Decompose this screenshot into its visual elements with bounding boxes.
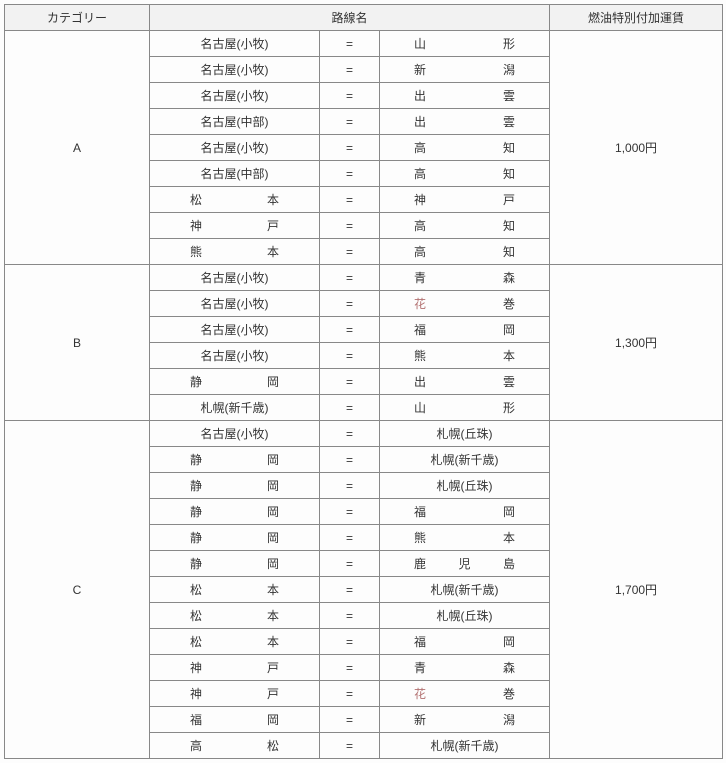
header-fare: 燃油特別付加運賃	[550, 5, 723, 31]
route-from: 名古屋(小牧)	[150, 57, 320, 83]
fare-cell: 1,000円	[550, 31, 723, 265]
route-separator: =	[320, 525, 380, 551]
route-to: 青森	[380, 655, 550, 681]
route-separator: =	[320, 31, 380, 57]
route-from: 熊本	[150, 239, 320, 265]
route-to: 札幌(丘珠)	[380, 603, 550, 629]
table-row: C名古屋(小牧)=札幌(丘珠)1,700円	[5, 421, 723, 447]
route-from: 名古屋(小牧)	[150, 83, 320, 109]
route-separator: =	[320, 733, 380, 759]
route-separator: =	[320, 57, 380, 83]
route-to: 青森	[380, 265, 550, 291]
route-separator: =	[320, 629, 380, 655]
route-from: 静岡	[150, 525, 320, 551]
route-separator: =	[320, 499, 380, 525]
table-row: A名古屋(小牧)=山形1,000円	[5, 31, 723, 57]
route-from: 神戸	[150, 213, 320, 239]
route-to: 札幌(新千歳)	[380, 733, 550, 759]
route-separator: =	[320, 213, 380, 239]
route-to: 出雲	[380, 83, 550, 109]
route-to: 花巻	[380, 291, 550, 317]
route-from: 名古屋(中部)	[150, 161, 320, 187]
route-separator: =	[320, 421, 380, 447]
route-to: 福岡	[380, 499, 550, 525]
route-from: 福岡	[150, 707, 320, 733]
route-separator: =	[320, 135, 380, 161]
route-to: 福岡	[380, 629, 550, 655]
table-header-row: カテゴリー 路線名 燃油特別付加運賃	[5, 5, 723, 31]
route-separator: =	[320, 655, 380, 681]
route-separator: =	[320, 239, 380, 265]
route-to: 神戸	[380, 187, 550, 213]
route-separator: =	[320, 109, 380, 135]
route-from: 静岡	[150, 447, 320, 473]
header-route: 路線名	[150, 5, 550, 31]
category-cell: A	[5, 31, 150, 265]
route-separator: =	[320, 447, 380, 473]
route-from: 名古屋(小牧)	[150, 421, 320, 447]
route-from: 静岡	[150, 473, 320, 499]
route-from: 松本	[150, 577, 320, 603]
fare-cell: 1,700円	[550, 421, 723, 759]
route-from: 松本	[150, 629, 320, 655]
route-to: 高知	[380, 213, 550, 239]
route-to: 高知	[380, 239, 550, 265]
route-from: 名古屋(小牧)	[150, 291, 320, 317]
route-separator: =	[320, 83, 380, 109]
route-from: 名古屋(小牧)	[150, 343, 320, 369]
route-to: 新潟	[380, 707, 550, 733]
route-separator: =	[320, 369, 380, 395]
route-from: 神戸	[150, 681, 320, 707]
route-separator: =	[320, 473, 380, 499]
route-separator: =	[320, 577, 380, 603]
table-row: B名古屋(小牧)=青森1,300円	[5, 265, 723, 291]
route-from: 高松	[150, 733, 320, 759]
route-from: 札幌(新千歳)	[150, 395, 320, 421]
route-separator: =	[320, 317, 380, 343]
route-to: 札幌(新千歳)	[380, 447, 550, 473]
route-from: 静岡	[150, 369, 320, 395]
route-separator: =	[320, 265, 380, 291]
fare-cell: 1,300円	[550, 265, 723, 421]
route-from: 名古屋(小牧)	[150, 135, 320, 161]
route-separator: =	[320, 161, 380, 187]
route-from: 名古屋(小牧)	[150, 317, 320, 343]
route-from: 静岡	[150, 499, 320, 525]
route-separator: =	[320, 343, 380, 369]
fuel-surcharge-table: カテゴリー 路線名 燃油特別付加運賃 A名古屋(小牧)=山形1,000円名古屋(…	[4, 4, 723, 759]
route-from: 神戸	[150, 655, 320, 681]
route-to: 高知	[380, 161, 550, 187]
route-from: 名古屋(中部)	[150, 109, 320, 135]
route-to: 出雲	[380, 369, 550, 395]
route-to: 山形	[380, 395, 550, 421]
category-cell: C	[5, 421, 150, 759]
category-cell: B	[5, 265, 150, 421]
route-to: 札幌(丘珠)	[380, 473, 550, 499]
route-to: 山形	[380, 31, 550, 57]
route-to: 福岡	[380, 317, 550, 343]
route-separator: =	[320, 187, 380, 213]
route-separator: =	[320, 551, 380, 577]
route-to: 新潟	[380, 57, 550, 83]
route-to: 出雲	[380, 109, 550, 135]
route-separator: =	[320, 395, 380, 421]
route-to: 高知	[380, 135, 550, 161]
route-to: 札幌(新千歳)	[380, 577, 550, 603]
route-to: 熊本	[380, 525, 550, 551]
route-separator: =	[320, 707, 380, 733]
route-from: 名古屋(小牧)	[150, 265, 320, 291]
route-from: 静岡	[150, 551, 320, 577]
route-from: 松本	[150, 603, 320, 629]
route-to: 鹿児島	[380, 551, 550, 577]
route-separator: =	[320, 291, 380, 317]
route-to: 花巻	[380, 681, 550, 707]
route-to: 熊本	[380, 343, 550, 369]
route-from: 松本	[150, 187, 320, 213]
header-category: カテゴリー	[5, 5, 150, 31]
route-separator: =	[320, 603, 380, 629]
route-to: 札幌(丘珠)	[380, 421, 550, 447]
route-separator: =	[320, 681, 380, 707]
route-from: 名古屋(小牧)	[150, 31, 320, 57]
